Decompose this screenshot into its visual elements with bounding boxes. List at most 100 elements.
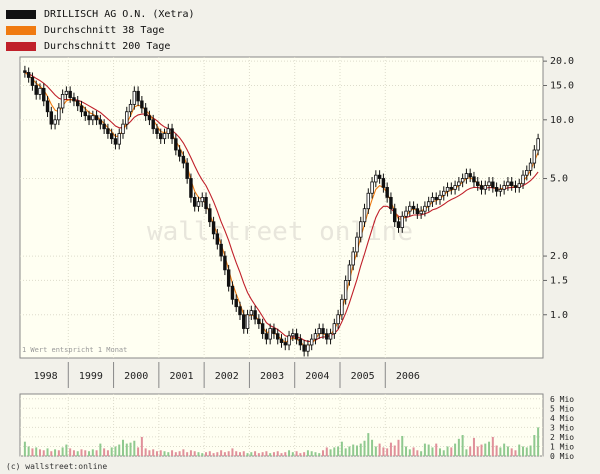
candle-body (294, 333, 299, 340)
candle-body (438, 194, 442, 200)
candle-body (517, 183, 521, 188)
candle-body (128, 103, 133, 113)
candle-body (336, 314, 340, 325)
candle-body (321, 328, 325, 335)
candle-body (219, 243, 223, 257)
candle-body (306, 344, 310, 352)
volume-tick-label: 3 Mio (550, 423, 574, 432)
candle-body (68, 90, 72, 99)
volume-bar (344, 448, 347, 456)
volume-bar (88, 451, 91, 456)
volume-bar (201, 453, 204, 456)
candle-body (366, 192, 371, 210)
x-axis: 1998 1999 2000 2001 2002 2003 2004 2005 2006 (34, 362, 420, 388)
volume-bar (50, 451, 53, 456)
candle-body (34, 85, 38, 95)
volume-bar (476, 446, 479, 456)
volume-bar (272, 452, 275, 456)
volume-bar (537, 427, 540, 456)
volume-bar (333, 447, 336, 456)
candle-body (340, 298, 344, 316)
volume-bar (423, 443, 426, 456)
volume-bar (208, 451, 211, 456)
candle-body (404, 210, 408, 217)
candle-body (45, 100, 50, 113)
volume-bar (23, 441, 26, 456)
candle-body (449, 187, 454, 190)
volume-bar (54, 449, 57, 456)
volume-bar (352, 444, 355, 456)
legend-swatch-ma200 (6, 41, 36, 51)
legend-item-ma38: Durchschnitt 38 Tage (6, 22, 195, 38)
volume-bar (389, 442, 392, 456)
candle-body (87, 115, 91, 121)
volume-bar (223, 452, 226, 456)
volume-bar (454, 443, 457, 456)
volume-bar (95, 450, 98, 456)
candle-body (38, 87, 42, 95)
volume-bar (159, 450, 162, 456)
volume-bar (337, 446, 340, 456)
candle-body (23, 70, 27, 73)
candle-body (377, 174, 382, 179)
year-label: 2003 (260, 371, 284, 382)
candle-body (423, 205, 427, 212)
volume-bar (472, 437, 475, 456)
volume-bar (382, 447, 385, 456)
candle-body (64, 90, 69, 95)
candle-body (509, 181, 514, 186)
candle-body (272, 328, 276, 335)
candle-body (181, 155, 186, 164)
candle-body (389, 196, 393, 210)
legend-swatch-ma38 (6, 25, 36, 35)
candle-body (498, 188, 503, 192)
candle-body (472, 176, 476, 183)
volume-tick-label: 6 Mio (550, 395, 574, 404)
watermark: wallstreet online (147, 217, 413, 247)
candle-body (430, 196, 435, 203)
candle-body (487, 181, 491, 186)
candle-body (57, 107, 61, 121)
candle-body (434, 196, 438, 200)
candle-body (392, 208, 397, 223)
volume-bar (529, 445, 532, 456)
volume-bar (27, 446, 30, 456)
candle-body (483, 185, 488, 190)
candle-body (189, 178, 193, 198)
candle-body (359, 221, 363, 238)
year-label: 1998 (34, 371, 58, 382)
candle-body (381, 178, 386, 188)
candle-body (317, 328, 321, 335)
candle-body (370, 181, 374, 194)
volume-bar (457, 438, 460, 456)
volume-bar (106, 450, 109, 456)
volume-bar (374, 446, 377, 456)
candle-body (479, 185, 484, 190)
candle-body (132, 90, 137, 105)
candle-body (30, 77, 35, 86)
volume-bar (99, 443, 102, 456)
volume-bar (57, 450, 60, 456)
candle-body (109, 133, 114, 140)
volume-bar (65, 444, 68, 456)
volume-bar (212, 453, 215, 456)
year-label: 2006 (396, 371, 420, 382)
price-plot-area (19, 56, 544, 359)
candle-body (53, 119, 57, 125)
price-tick-label: 1.5 (550, 275, 568, 286)
volume-bar (276, 451, 279, 456)
candle-body (253, 310, 257, 320)
price-tick-label: 1.0 (550, 310, 568, 321)
candle-body (245, 314, 250, 329)
candle-body (355, 236, 359, 253)
candle-body (223, 255, 227, 271)
volume-bar (31, 448, 34, 456)
volume-bar (469, 446, 472, 456)
candle-body (502, 185, 506, 190)
candle-body (177, 149, 182, 157)
volume-bar (431, 447, 434, 456)
candle-body (230, 285, 235, 300)
candle-body (426, 201, 431, 207)
volume-bar (427, 444, 430, 456)
